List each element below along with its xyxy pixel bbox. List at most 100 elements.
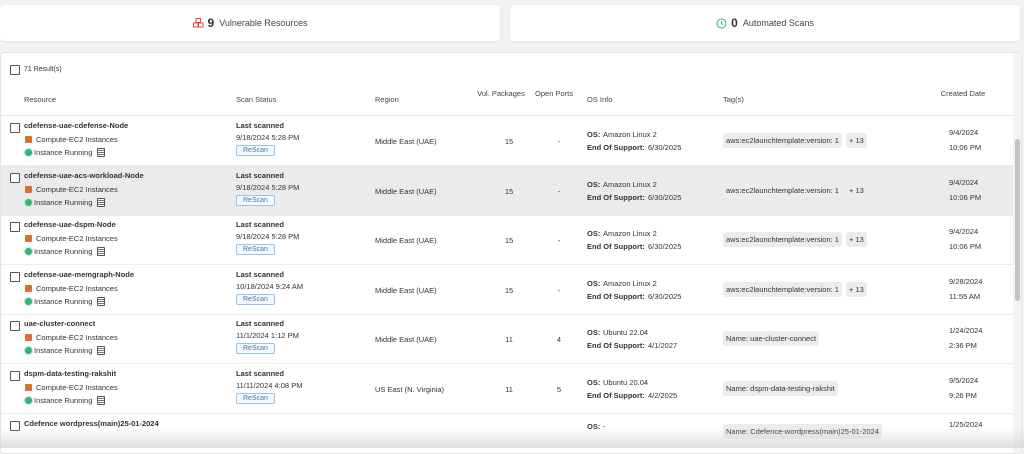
- open-ports: -: [557, 137, 561, 146]
- os-value: Amazon Linux 2: [603, 229, 657, 238]
- tag-chip: Name: dspm-data-testing-rakshit: [723, 381, 838, 396]
- eos-label: End Of Support:: [587, 193, 645, 202]
- table-row[interactable]: uae-cluster-connect Compute-EC2 Instances…: [1, 314, 1013, 364]
- resource-type-icon: [25, 334, 32, 341]
- resource-type-icon: [25, 186, 32, 193]
- tag-chip: aws:ec2launchtemplate:version: 1: [723, 133, 842, 148]
- resource-type-icon: [25, 285, 32, 292]
- scan-time: 11/1/2024 1:12 PM: [236, 331, 299, 340]
- scan-label: Last scanned: [236, 220, 284, 229]
- tag-more[interactable]: + 13: [846, 183, 867, 198]
- resource-name: cdefense-uae-acs-workload-Node: [24, 171, 144, 180]
- table-row[interactable]: cdefense-uae-acs-workload-Node Compute-EC…: [1, 166, 1013, 216]
- scan-label: Last scanned: [236, 270, 284, 279]
- eos-label: End Of Support:: [587, 292, 645, 301]
- eos-label: End Of Support:: [587, 391, 645, 400]
- created-time: 9:26 PM: [949, 391, 977, 400]
- region: Middle East (UAE): [375, 236, 437, 245]
- summary-label: Vulnerable Resources: [219, 18, 308, 28]
- eos-label: End Of Support:: [587, 341, 645, 350]
- calendar-icon: [97, 198, 105, 207]
- os-value: -: [603, 422, 606, 431]
- instance-state: Instance Running: [34, 346, 93, 355]
- calendar-icon: [97, 396, 105, 405]
- tag-chip: Name: uae-cluster-connect: [723, 331, 820, 346]
- os-label: OS:: [587, 130, 601, 139]
- status-dot: [25, 298, 32, 305]
- tag-more[interactable]: + 13: [846, 282, 867, 297]
- table-row[interactable]: cdefense-uae-dspm-Node Compute-EC2 Instan…: [1, 215, 1013, 265]
- scan-time: 9/18/2024 5:28 PM: [236, 133, 300, 142]
- header-divider: [1, 115, 1013, 116]
- table-row[interactable]: cdefense-uae-memgraph-Node Compute-EC2 In…: [1, 265, 1013, 315]
- scan-time: 9/18/2024 5:28 PM: [236, 183, 300, 192]
- row-checkbox[interactable]: [10, 222, 20, 232]
- os-label: OS:: [587, 229, 601, 238]
- status-dot: [25, 149, 32, 156]
- created-date: 9/4/2024: [949, 128, 979, 137]
- rescan-button[interactable]: ReScan: [236, 393, 275, 404]
- table-row[interactable]: cdefense-uae-cdefense-Node Compute-EC2 In…: [1, 116, 1013, 166]
- column-header: OS Info: [587, 95, 613, 104]
- rescan-button[interactable]: ReScan: [236, 294, 275, 305]
- resource-type: Compute-EC2 Instances: [36, 383, 118, 392]
- created-time: 10:06 PM: [949, 143, 982, 152]
- instance-state: Instance Running: [34, 247, 93, 256]
- tag-more[interactable]: + 13: [846, 232, 867, 247]
- row-checkbox[interactable]: [10, 272, 20, 282]
- resource-type: Compute-EC2 Instances: [36, 333, 118, 342]
- results-count: 71 Result(s): [24, 66, 62, 73]
- column-header: Vul. Packages: [477, 89, 525, 98]
- os-label: OS:: [587, 279, 601, 288]
- rescan-button[interactable]: ReScan: [236, 244, 275, 255]
- row-checkbox[interactable]: [10, 371, 20, 381]
- open-ports: 4: [556, 335, 562, 344]
- scan-label: Last scanned: [236, 369, 284, 378]
- open-ports: -: [557, 286, 561, 295]
- scrollbar-thumb[interactable]: [1015, 139, 1020, 301]
- resource-type: Compute-EC2 Instances: [36, 234, 118, 243]
- tag-more[interactable]: + 13: [846, 133, 867, 148]
- select-all-checkbox[interactable]: [10, 65, 20, 75]
- os-value: Amazon Linux 2: [603, 279, 657, 288]
- os-value: Amazon Linux 2: [603, 130, 657, 139]
- vul-packages: 15: [504, 187, 514, 196]
- region: Middle East (UAE): [375, 137, 437, 146]
- region: Middle East (UAE): [375, 187, 437, 196]
- eos-label: End Of Support:: [587, 242, 645, 251]
- calendar-icon: [97, 247, 105, 256]
- rescan-button[interactable]: ReScan: [236, 343, 275, 354]
- summary-count: 9: [207, 16, 215, 30]
- eos-value: 6/30/2025: [648, 292, 682, 301]
- column-header: Scan Status: [236, 95, 277, 104]
- os-label: OS:: [587, 378, 601, 387]
- os-label: OS:: [587, 180, 601, 189]
- tag-chip: aws:ec2launchtemplate:version: 1: [723, 232, 842, 247]
- row-checkbox[interactable]: [10, 321, 20, 331]
- status-dot: [25, 248, 32, 255]
- scan-label: Last scanned: [236, 319, 284, 328]
- bottom-fade: [0, 428, 1024, 448]
- row-checkbox[interactable]: [10, 173, 20, 183]
- open-ports: -: [557, 187, 561, 196]
- calendar-icon: [97, 297, 105, 306]
- created-time: 10:06 PM: [949, 242, 982, 251]
- scan-label: Last scanned: [236, 171, 284, 180]
- region: Middle East (UAE): [375, 286, 437, 295]
- rescan-button[interactable]: ReScan: [236, 145, 275, 156]
- scan-time: 11/11/2024 4:08 PM: [236, 381, 303, 390]
- resource-type: Compute-EC2 Instances: [36, 284, 118, 293]
- os-value: Amazon Linux 2: [603, 180, 657, 189]
- region: Middle East (UAE): [375, 335, 437, 344]
- os-label: OS:: [587, 422, 601, 431]
- created-date: 9/28/2024: [949, 277, 983, 286]
- vul-packages: 15: [504, 236, 514, 245]
- rescan-button[interactable]: ReScan: [236, 195, 275, 206]
- summary-count: 0: [731, 16, 738, 30]
- tag-chip: aws:ec2launchtemplate:version: 1: [723, 282, 842, 297]
- row-checkbox[interactable]: [10, 123, 20, 133]
- table-row[interactable]: dspm-data-testing-rakshit Compute-EC2 Ins…: [1, 364, 1013, 414]
- resource-name: uae-cluster-connect: [24, 319, 96, 328]
- resource-type: Compute-EC2 Instances: [36, 135, 118, 144]
